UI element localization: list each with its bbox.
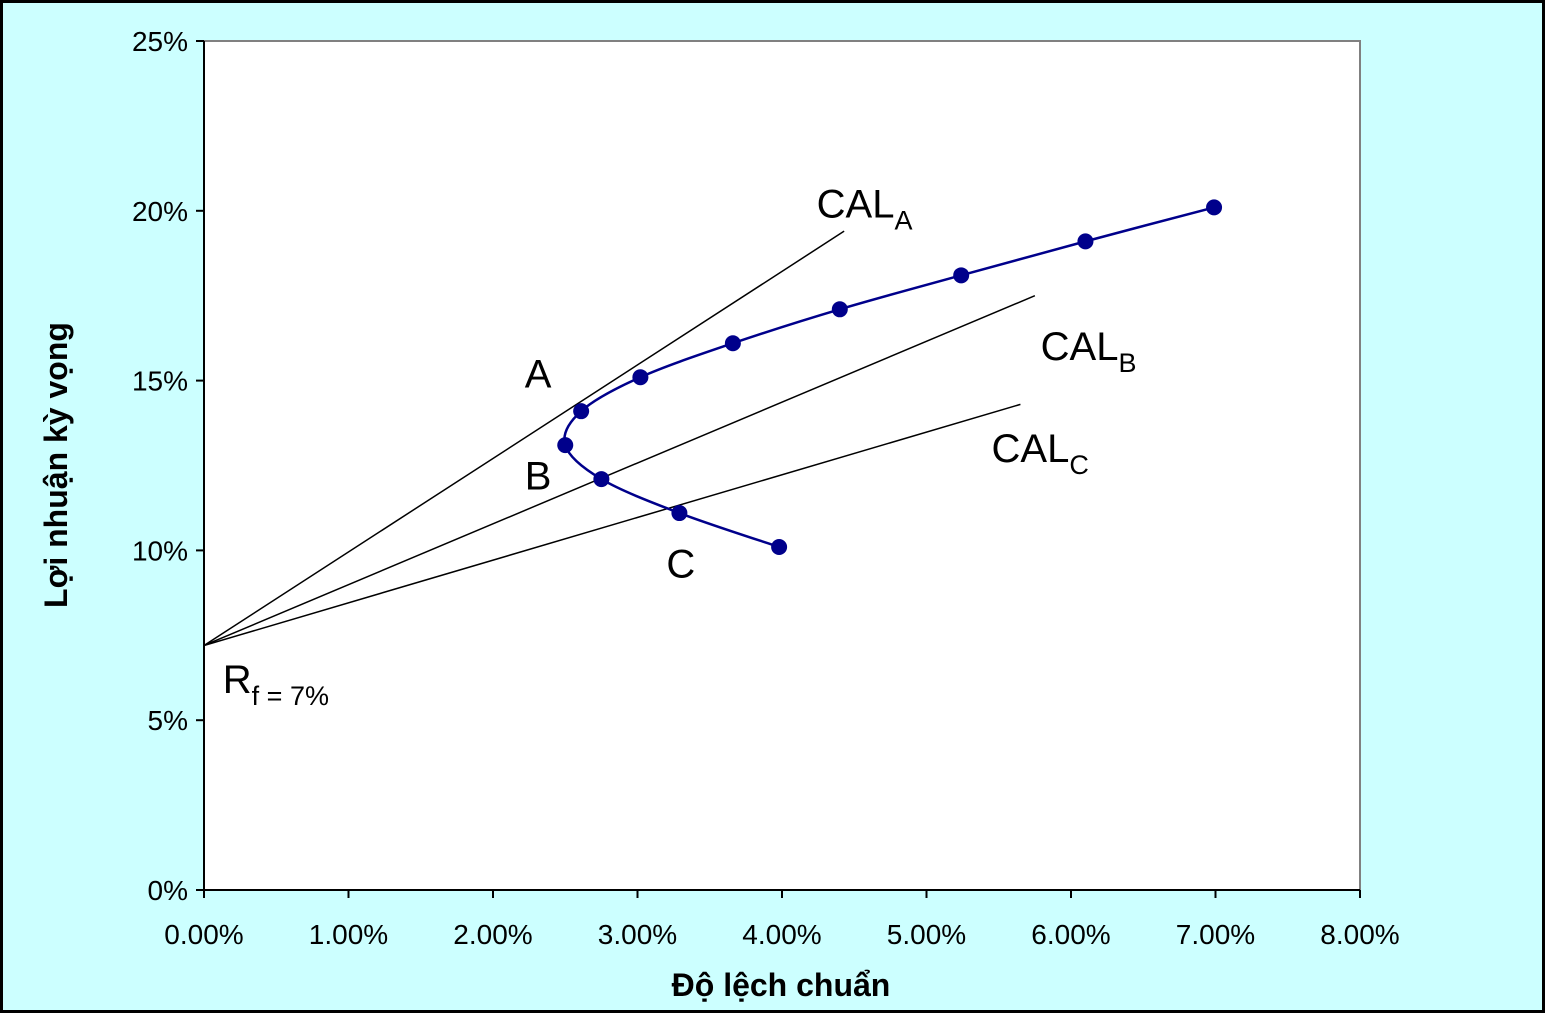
- frontier-point: [953, 267, 970, 284]
- y-tick-label: 20%: [132, 196, 188, 227]
- x-tick-label: 4.00%: [742, 919, 821, 950]
- frontier-point: [1077, 233, 1094, 250]
- y-tick-label: 15%: [132, 366, 188, 397]
- capital-allocation-lines: [203, 230, 1036, 647]
- x-tick-label: 2.00%: [453, 919, 532, 950]
- y-axis-ticks: 0% 5% 10% 15% 20% 25%: [132, 26, 204, 906]
- frontier-point: [593, 471, 610, 488]
- y-tick-label: 0%: [148, 875, 188, 906]
- x-axis-title: Độ lệch chuẩn: [672, 967, 891, 1003]
- frontier-point: [1206, 199, 1223, 216]
- annotation-c: C: [666, 543, 695, 587]
- frontier-point: [573, 403, 590, 420]
- annotation-cal-b: CALB: [1041, 325, 1137, 378]
- x-axis-ticks: 0.00% 1.00% 2.00% 3.00% 4.00% 5.00% 6.00% 7.00%…: [164, 890, 1400, 950]
- frontier-point: [671, 505, 688, 522]
- cal-b-line: [203, 295, 1036, 647]
- frontier-point: [724, 335, 741, 352]
- frontier-point: [632, 369, 649, 386]
- y-axis-title: Lợi nhuận kỳ vọng: [38, 322, 74, 608]
- annotation-a: A: [525, 352, 552, 396]
- x-tick-label: 0.00%: [164, 919, 243, 950]
- y-tick-label: 25%: [132, 26, 188, 57]
- plot-area: [203, 40, 1361, 891]
- frontier-series: [557, 199, 1223, 556]
- frontier-line: [563, 206, 1215, 549]
- frontier-point: [831, 301, 848, 318]
- x-tick-label: 1.00%: [309, 919, 388, 950]
- x-tick-label: 5.00%: [887, 919, 966, 950]
- x-tick-label: 6.00%: [1031, 919, 1110, 950]
- x-tick-label: 3.00%: [598, 919, 677, 950]
- annotation-rf: Rf = 7%: [223, 658, 329, 711]
- cal-c-line: [203, 403, 1021, 647]
- frontier-point: [771, 539, 788, 556]
- annotation-cal-c: CALC: [992, 427, 1089, 480]
- x-tick-label: 8.00%: [1320, 919, 1399, 950]
- x-tick-label: 7.00%: [1176, 919, 1255, 950]
- cal-a-line: [203, 230, 845, 647]
- y-tick-label: 10%: [132, 535, 188, 566]
- frontier-point: [557, 437, 574, 454]
- efficient-frontier-chart: 0.00% 1.00% 2.00% 3.00% 4.00% 5.00% 6.00% 7.00%…: [38, 26, 1400, 1003]
- annotation-b: B: [525, 454, 552, 498]
- chart-annotations: A B C CALA CALB CALC Rf = 7%: [223, 183, 1137, 711]
- y-tick-label: 5%: [148, 705, 188, 736]
- annotation-cal-a: CALA: [817, 183, 913, 236]
